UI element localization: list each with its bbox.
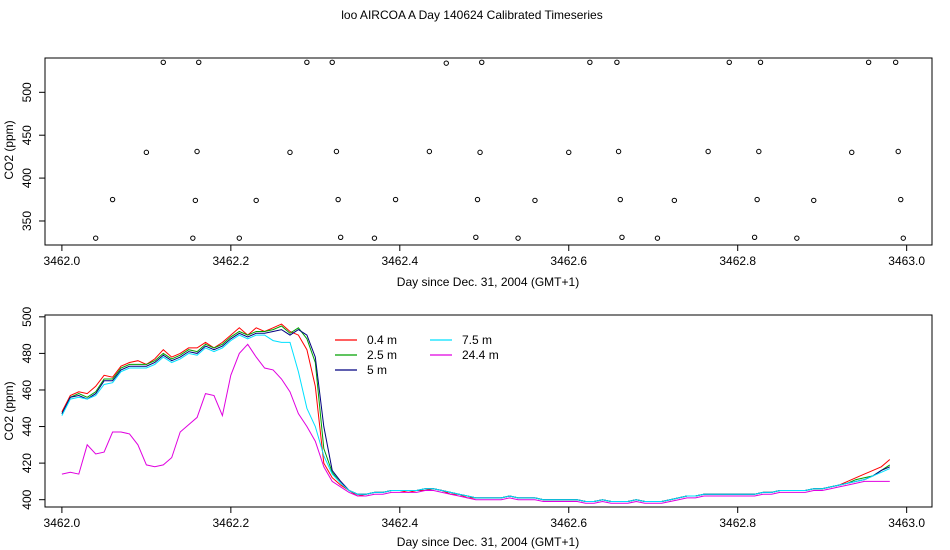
x-tick-label: 3462.6 (550, 254, 587, 268)
scatter-point (671, 197, 678, 204)
x-tick-label: 3462.6 (550, 516, 587, 530)
y-tick-label: 400 (20, 489, 34, 509)
y-tick-label: 350 (20, 211, 34, 231)
legend-label: 0.4 m (367, 333, 397, 347)
scatter-point (619, 234, 625, 240)
x-tick-label: 3462.2 (212, 254, 249, 268)
x-tick-label: 3462.4 (381, 254, 418, 268)
top-y-axis-label: CO2 (ppm) (2, 120, 16, 179)
scatter-point (849, 149, 855, 156)
scatter-point (190, 235, 196, 241)
scatter-point (474, 196, 481, 203)
scatter-point (892, 59, 899, 65)
scatter-point (587, 59, 593, 65)
scatter-point (515, 235, 521, 241)
scatter-point (865, 59, 872, 65)
scatter-point (143, 149, 150, 156)
bottom-x-axis-label: Day since Dec. 31, 2004 (GMT+1) (397, 535, 579, 549)
bottom-panel: 3462.0 3462.2 3462.4 3462.6 3462.8 3463.0 400… (2, 306, 933, 549)
scatter-point (92, 235, 99, 241)
bottom-y-axis: 400 420 440 460 480 500 (20, 306, 45, 510)
legend-label: 5 m (367, 363, 387, 377)
scatter-point (236, 235, 242, 241)
y-tick-label: 480 (20, 343, 34, 363)
legend-label: 2.5 m (367, 348, 397, 362)
x-tick-label: 3462.4 (381, 516, 418, 530)
scatter-point (392, 196, 399, 203)
scatter-point (160, 59, 166, 65)
scatter-point (194, 148, 200, 155)
chart-title: loo AIRCOA A Day 140624 Calibrated Times… (341, 8, 602, 22)
scatter-point (566, 149, 572, 156)
top-x-axis: 3462.0 3462.2 3462.4 3462.6 3462.8 3463.0 (44, 245, 925, 268)
scatter-point (898, 196, 904, 203)
x-tick-label: 3462.8 (719, 254, 756, 268)
x-tick-label: 3462.0 (44, 516, 81, 530)
legend: 0.4 m2.5 m5 m 7.5 m24.4 m (335, 333, 499, 377)
y-tick-label: 420 (20, 453, 34, 473)
scatter-point (329, 59, 335, 65)
scatter-point (337, 234, 344, 240)
top-scatter-markers (92, 59, 906, 241)
scatter-point (477, 149, 483, 156)
scatter-point (895, 148, 901, 155)
x-tick-label: 3462.2 (212, 516, 249, 530)
scatter-point (794, 235, 800, 241)
scatter-point (473, 234, 479, 240)
scatter-point (615, 148, 622, 155)
scatter-point (900, 235, 906, 241)
y-tick-label: 500 (20, 306, 34, 326)
y-tick-label: 450 (20, 125, 34, 145)
legend-label: 24.4 m (462, 348, 499, 362)
scatter-point (287, 149, 293, 156)
y-tick-label: 460 (20, 380, 34, 400)
y-tick-label: 400 (20, 168, 34, 188)
scatter-point (756, 148, 762, 155)
scatter-point (617, 196, 623, 203)
scatter-point (751, 234, 758, 240)
top-plot-frame (44, 57, 933, 246)
x-tick-label: 3463.0 (888, 516, 925, 530)
bottom-series-lines (61, 323, 891, 504)
scatter-point (333, 148, 340, 155)
scatter-point (726, 59, 732, 65)
scatter-point (196, 59, 202, 65)
y-tick-label: 500 (20, 82, 34, 102)
scatter-point (192, 197, 199, 204)
bottom-x-axis: 3462.0 3462.2 3462.4 3462.6 3462.8 3463.0 (44, 507, 925, 530)
scatter-point (304, 59, 310, 65)
scatter-point (614, 59, 620, 65)
scatter-point (811, 197, 817, 204)
scatter-point (754, 196, 760, 203)
scatter-point (253, 197, 259, 204)
bottom-y-axis-label: CO2 (ppm) (2, 381, 16, 440)
bottom-plot-frame (44, 314, 933, 508)
series-line (61, 343, 890, 504)
x-tick-label: 3463.0 (888, 254, 925, 268)
scatter-point (654, 235, 661, 241)
scatter-point (109, 196, 116, 203)
scatter-point (371, 235, 378, 241)
scatter-point (443, 60, 449, 66)
scatter-point (532, 197, 538, 204)
y-tick-label: 440 (20, 416, 34, 436)
top-x-axis-label: Day since Dec. 31, 2004 (GMT+1) (397, 275, 579, 289)
x-tick-label: 3462.0 (44, 254, 81, 268)
x-tick-label: 3462.8 (719, 516, 756, 530)
scatter-point (705, 148, 711, 155)
scatter-point (335, 196, 341, 203)
scatter-point (479, 59, 485, 65)
series-line (61, 334, 890, 502)
top-y-axis: 350 400 450 500 (20, 82, 45, 231)
scatter-point (426, 148, 433, 155)
scatter-point (757, 59, 764, 65)
top-panel: 3462.0 3462.2 3462.4 3462.6 3462.8 3463.0 350… (2, 57, 933, 289)
legend-label: 7.5 m (462, 333, 492, 347)
